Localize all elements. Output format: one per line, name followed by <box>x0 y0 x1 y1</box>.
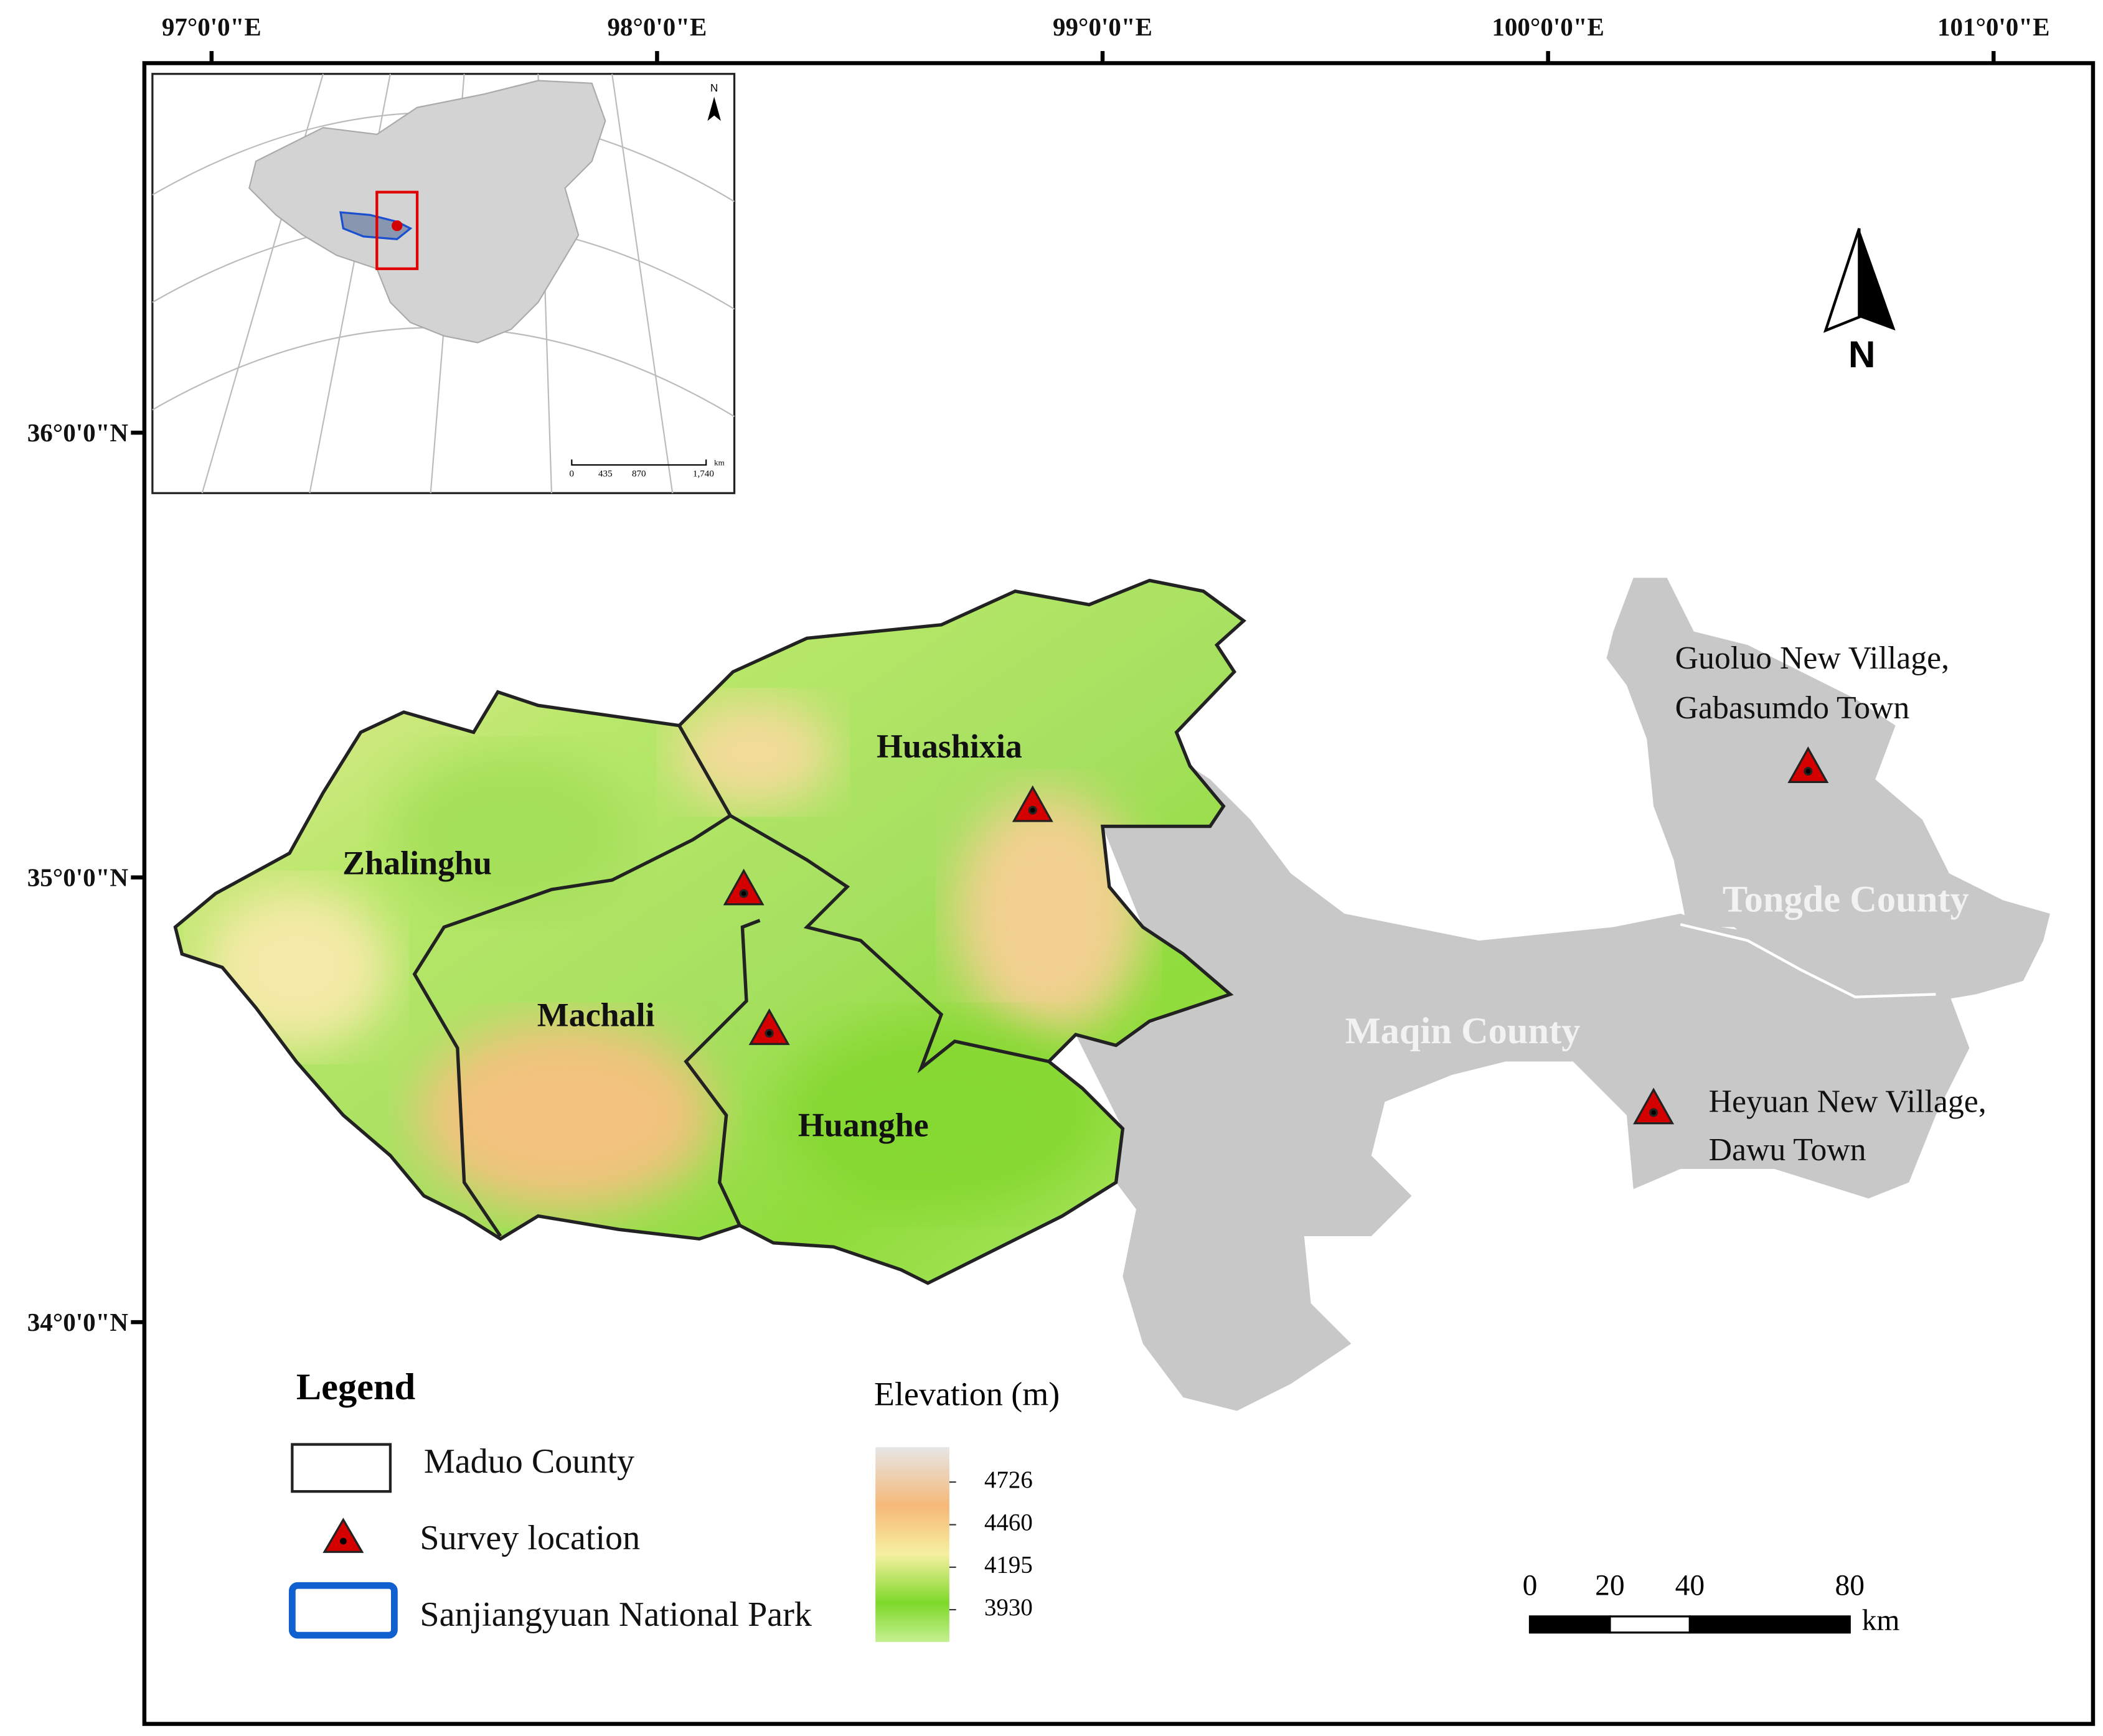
legend-swatch <box>322 1518 364 1553</box>
scale-tick-label: 20 <box>1595 1569 1624 1602</box>
scale-tick-label: 0 <box>1523 1569 1538 1602</box>
lat-tick-label: 35°0'0"N <box>27 863 129 891</box>
inset-scale-label: 435 <box>598 469 613 479</box>
legend-label: Maduo County <box>424 1442 634 1481</box>
elevation-tick-label: 4460 <box>984 1509 1033 1536</box>
inset-scale-unit: km <box>714 458 725 467</box>
site-label: Dawu Town <box>1709 1132 1866 1168</box>
county-boundary <box>1680 923 1936 998</box>
site-label: Heyuan New Village, <box>1709 1084 1987 1119</box>
inset-map: N 0 435 870 1,740 km <box>151 73 736 494</box>
scale-unit: km <box>1862 1605 1900 1637</box>
elevation-ramp <box>875 1447 949 1642</box>
survey-locations <box>723 746 1829 1125</box>
lon-tick-label: 101°0'0"E <box>1937 12 2049 41</box>
legend-title: Legend <box>296 1366 415 1408</box>
scale-segment <box>1609 1615 1691 1634</box>
scale-tick-label: 80 <box>1835 1569 1865 1602</box>
elevation-tick-label: 4195 <box>984 1552 1033 1579</box>
legend-label: Sanjiangyuan National Park <box>420 1595 812 1634</box>
tongde-county <box>1606 578 2050 1002</box>
north-label: N <box>1848 333 1876 375</box>
scale-tick-label: 40 <box>1675 1569 1705 1602</box>
legend: Legend Maduo County Survey location Sanj… <box>288 1366 812 1639</box>
lon-tick-label: 99°0'0"E <box>1053 12 1152 41</box>
scale-segment <box>1528 1615 1611 1634</box>
lon-tick-label: 97°0'0"E <box>162 12 261 41</box>
graticule-ticks: 97°0'0"E 98°0'0"E 99°0'0"E 100°0'0"E 101°0'0… <box>27 12 2050 1336</box>
legend-swatch <box>288 1582 398 1639</box>
elevation-tick-label: 3930 <box>984 1594 1033 1621</box>
lon-tick-label: 100°0'0"E <box>1492 12 1604 41</box>
inset-scale-label: 870 <box>632 469 646 479</box>
elevation-title: Elevation (m) <box>874 1375 1060 1412</box>
scale-segment <box>1688 1615 1851 1634</box>
legend-label: Survey location <box>420 1519 640 1557</box>
inset-scale-label: 1,740 <box>693 469 714 479</box>
lat-tick-label: 34°0'0"N <box>27 1308 129 1336</box>
legend-swatch <box>291 1443 392 1493</box>
region-label: Machali <box>537 997 655 1034</box>
region-label: Zhalinghu <box>342 845 492 882</box>
county-label: Maqin County <box>1345 1010 1581 1052</box>
site-label: Guoluo New Village, <box>1675 640 1949 676</box>
lat-tick-label: 36°0'0"N <box>27 418 129 447</box>
maqin-county <box>1075 752 1970 1411</box>
inset-north: N <box>710 82 718 94</box>
site-label: Gabasumdo Town <box>1675 690 1910 726</box>
region-label: Huashixia <box>877 728 1022 765</box>
inset-scale-label: 0 <box>570 469 575 479</box>
township-boundaries <box>412 725 1050 1237</box>
elevation-legend: Elevation (m) 4726 4460 4195 3930 <box>874 1375 1060 1642</box>
north-arrow: N <box>1823 228 1896 375</box>
county-label: Tongde County <box>1723 879 1969 921</box>
elevation-tick-label: 4726 <box>984 1466 1033 1493</box>
lon-tick-label: 98°0'0"E <box>607 12 707 41</box>
scale-bar: km 0 20 40 80 <box>1523 1569 1900 1636</box>
region-label: Huanghe <box>798 1107 929 1144</box>
